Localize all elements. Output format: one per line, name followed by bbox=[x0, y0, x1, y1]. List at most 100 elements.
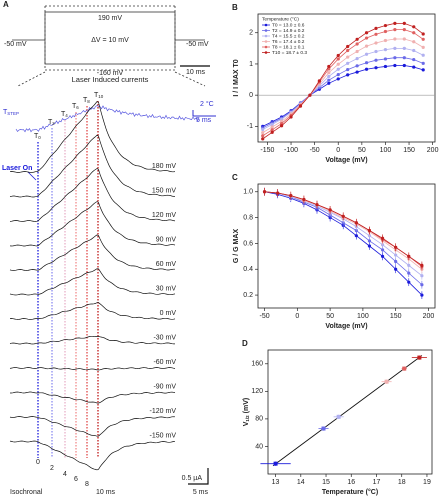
marker-sub: 4 bbox=[65, 113, 68, 118]
point bbox=[393, 37, 397, 41]
point bbox=[383, 47, 388, 52]
y-tick-label: 0.4 bbox=[243, 266, 253, 273]
current-trace bbox=[9, 416, 176, 437]
point bbox=[336, 62, 340, 66]
point bbox=[412, 48, 416, 53]
marker-sub: 8 bbox=[87, 99, 90, 104]
legend-dot bbox=[264, 34, 268, 38]
point bbox=[327, 64, 331, 69]
point bbox=[315, 203, 319, 207]
point bbox=[374, 26, 378, 30]
x-tick-label: 150 bbox=[403, 147, 415, 154]
point bbox=[298, 104, 303, 108]
marker-time: 8 bbox=[85, 481, 89, 488]
point bbox=[327, 71, 331, 75]
protocol-top: 190 mV bbox=[98, 15, 122, 22]
point bbox=[327, 78, 331, 82]
legend-entry: T4 = 15.5 ± 0.2 bbox=[272, 33, 305, 39]
point bbox=[421, 53, 425, 57]
protocol bbox=[12, 5, 210, 87]
point bbox=[383, 64, 388, 69]
point bbox=[412, 25, 416, 29]
current-trace bbox=[9, 302, 176, 320]
y-tick-label: 120 bbox=[251, 388, 263, 395]
zoom-line bbox=[174, 71, 206, 87]
x-tick-label: -50 bbox=[310, 147, 320, 154]
series-line bbox=[264, 191, 423, 296]
point bbox=[355, 70, 359, 74]
marker-time: 0 bbox=[36, 459, 40, 466]
trace-voltage: 30 mV bbox=[156, 285, 177, 292]
point bbox=[420, 283, 424, 287]
point bbox=[367, 228, 372, 233]
point bbox=[412, 40, 416, 44]
point bbox=[336, 77, 340, 81]
temp-scale-bar bbox=[192, 110, 216, 117]
current-trace bbox=[9, 101, 176, 173]
x-axis-label: Temperature (°C) bbox=[322, 488, 378, 496]
point bbox=[380, 254, 385, 258]
marker-sub: 6 bbox=[76, 105, 79, 110]
zoom-line bbox=[17, 71, 46, 87]
point bbox=[402, 46, 406, 50]
point bbox=[393, 56, 397, 60]
x-tick-label: 200 bbox=[427, 147, 439, 154]
point bbox=[364, 67, 369, 71]
point bbox=[289, 115, 293, 119]
current-trace bbox=[9, 234, 175, 271]
point bbox=[417, 355, 422, 360]
point bbox=[384, 379, 389, 384]
marker-label: T4 bbox=[61, 111, 68, 118]
current-trace bbox=[9, 367, 176, 371]
marker-label: T8 bbox=[83, 97, 90, 104]
plot-frame bbox=[257, 13, 436, 143]
point bbox=[341, 214, 345, 218]
point bbox=[261, 137, 265, 141]
point bbox=[355, 42, 359, 46]
point bbox=[354, 234, 358, 238]
point bbox=[355, 57, 359, 61]
point bbox=[355, 64, 359, 68]
legend-dot bbox=[264, 40, 268, 43]
time-scale: 5 ms bbox=[196, 117, 212, 124]
point bbox=[273, 461, 278, 466]
y-tick-label: 1.0 bbox=[243, 189, 253, 196]
current-trace bbox=[9, 335, 175, 345]
point bbox=[421, 68, 425, 72]
point bbox=[289, 194, 293, 198]
trace-voltage: -150 mV bbox=[150, 432, 177, 439]
point bbox=[336, 67, 340, 71]
marker-label: T0 bbox=[34, 133, 41, 140]
point bbox=[364, 52, 369, 56]
point bbox=[364, 31, 369, 35]
x-tick-label: 100 bbox=[357, 313, 369, 320]
current-trace bbox=[9, 168, 176, 222]
point bbox=[261, 131, 265, 135]
point bbox=[394, 259, 398, 264]
panel-label: B bbox=[232, 3, 238, 12]
y-tick-label: 0.8 bbox=[243, 214, 253, 221]
marker-time: 2 bbox=[50, 465, 54, 472]
point bbox=[402, 366, 407, 371]
point bbox=[261, 127, 265, 132]
point bbox=[302, 197, 306, 202]
point bbox=[308, 93, 312, 97]
temperature-trace bbox=[15, 105, 200, 133]
x-tick-label: 18 bbox=[398, 479, 406, 486]
point bbox=[421, 61, 425, 65]
plot-frame bbox=[257, 183, 436, 309]
legend-dot bbox=[264, 45, 268, 49]
point bbox=[374, 41, 378, 45]
point bbox=[317, 79, 321, 83]
protocol-time-scale: 10 ms bbox=[186, 69, 206, 76]
legend-dot bbox=[264, 29, 268, 32]
x-tick-label: 150 bbox=[390, 313, 402, 320]
marker-sub: 10 bbox=[98, 94, 104, 99]
y-tick-label: 0.6 bbox=[243, 240, 253, 247]
point bbox=[328, 208, 332, 212]
legend-entry: T10 = 18.7 ± 0.3 bbox=[272, 50, 307, 56]
protocol-center: ΔV = 10 mV bbox=[91, 37, 129, 44]
marker-letter: T bbox=[48, 119, 53, 126]
current-trace bbox=[10, 391, 176, 404]
marker-sub: 2 bbox=[52, 121, 55, 126]
